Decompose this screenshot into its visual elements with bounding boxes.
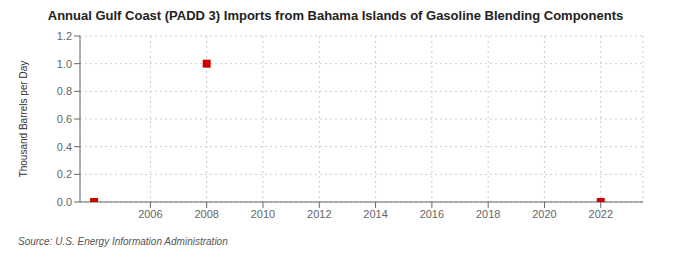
svg-text:0.6: 0.6 xyxy=(57,113,72,125)
svg-text:2014: 2014 xyxy=(363,208,387,220)
svg-text:0.8: 0.8 xyxy=(57,85,72,97)
svg-text:2018: 2018 xyxy=(476,208,500,220)
svg-text:2020: 2020 xyxy=(532,208,556,220)
svg-text:2012: 2012 xyxy=(307,208,331,220)
svg-text:Thousand Barrels per Day: Thousand Barrels per Day xyxy=(18,61,29,178)
html-text:Source: U.S. Energy Informatio: Source: U.S. Energy Information Administ… xyxy=(18,236,228,247)
html-text:Annual Gulf Coast (PADD 3) Imp: Annual Gulf Coast (PADD 3) Imports from … xyxy=(47,8,624,23)
svg-text:0.0: 0.0 xyxy=(57,196,72,208)
svg-text:2008: 2008 xyxy=(194,208,218,220)
svg-text:0.2: 0.2 xyxy=(57,168,72,180)
svg-text:1.0: 1.0 xyxy=(57,58,72,70)
svg-text:2016: 2016 xyxy=(420,208,444,220)
svg-text:1.2: 1.2 xyxy=(57,30,72,42)
svg-text:2022: 2022 xyxy=(589,208,613,220)
svg-text:0.4: 0.4 xyxy=(57,141,72,153)
svg-text:2006: 2006 xyxy=(138,208,162,220)
svg-text:2010: 2010 xyxy=(251,208,275,220)
